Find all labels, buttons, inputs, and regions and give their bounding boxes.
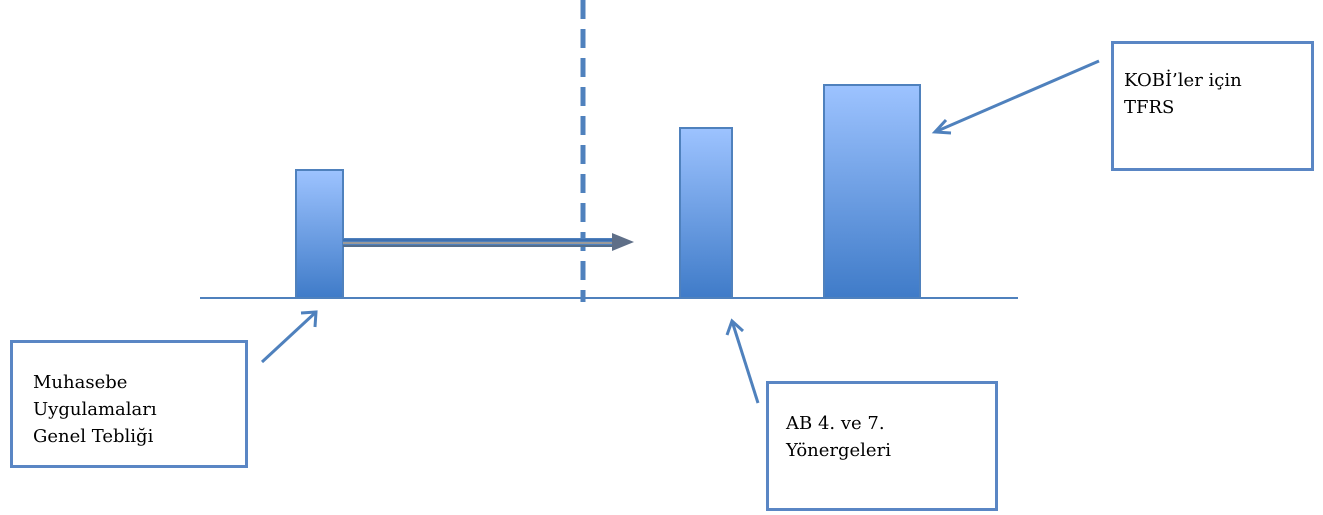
ab-directives-label-box: AB 4. ve 7. Yönergeleri [766,381,998,511]
bar-muhasebe [295,169,344,299]
muhasebe-pointer-arrow-icon [260,310,318,364]
ab-pointer-arrow-icon [725,318,760,404]
kobi-pointer-arrow-icon [931,59,1100,135]
bar-kobi-tfrs [823,84,921,299]
ab-directives-label-text: AB 4. ve 7. Yönergeleri [786,413,891,461]
muhasebe-label-box: Muhasebe Uygulamaları Genel Tebliği [10,340,248,468]
transition-arrow-right-icon [343,233,634,251]
muhasebe-label-text: Muhasebe Uygulamaları Genel Tebliği [33,372,157,447]
kobi-tfrs-label-box: KOBİ’ler için TFRS [1111,41,1314,171]
kobi-tfrs-label-text: KOBİ’ler için TFRS [1124,70,1242,118]
bar-ab-directives [679,127,733,299]
